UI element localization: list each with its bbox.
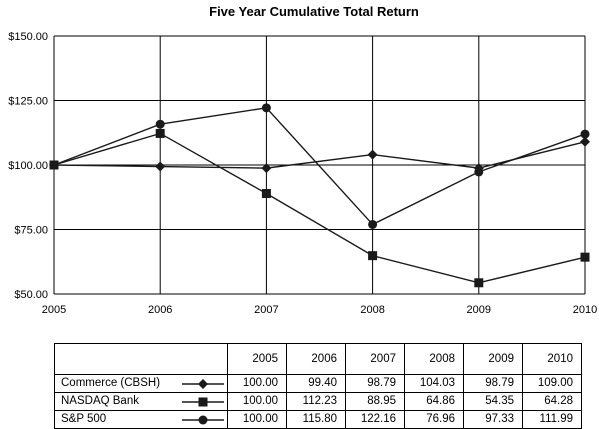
table-cell: 99.40: [286, 374, 346, 393]
table-header-year: 2005: [227, 343, 287, 375]
table-cell: 111.99: [522, 410, 582, 429]
table-cell: 100.00: [227, 392, 287, 411]
table-cell: 115.80: [286, 410, 346, 429]
legend-circle-icon: [182, 415, 224, 424]
legend-diamond-icon: [182, 378, 224, 389]
table-cell: 104.03: [404, 374, 464, 393]
data-point: [155, 161, 166, 172]
x-tick-label: 2009: [467, 304, 491, 316]
table-header-year: 2009: [463, 343, 523, 375]
legend-marker: [198, 415, 208, 424]
data-point: [261, 103, 271, 113]
y-tick-label: $75.00: [14, 225, 48, 237]
series-legend-cell: S&P 500: [54, 410, 228, 429]
y-tick-label: $50.00: [14, 289, 48, 301]
table-cell: 112.23: [286, 392, 346, 411]
table-cell: 100.00: [227, 410, 287, 429]
y-tick-label: $150.00: [8, 31, 48, 43]
table-header-row: 2005 2006 2007 2008 2009 2010: [54, 343, 582, 375]
series-legend-cell: NASDAQ Bank: [54, 392, 228, 411]
data-table: 2005 2006 2007 2008 2009 2010 Commerce (CBSH) 1…: [54, 343, 582, 429]
data-point: [155, 128, 165, 138]
data-point: [580, 252, 590, 262]
table-row: S&P 500 100.00 115.80 122.16 76.96 97.33 111.9…: [54, 410, 582, 429]
table-cell: 122.16: [345, 410, 405, 429]
table-header-year: 2007: [345, 343, 405, 375]
axis-labels: $50.00 $75.00 $100.00 $125.00 $150.00 2005 200…: [8, 31, 597, 316]
table-cell: 100.00: [227, 374, 287, 393]
table-row: Commerce (CBSH) 100.00 99.40 98.79 104.03 98.…: [54, 374, 582, 393]
data-point: [580, 129, 590, 139]
series-name: S&P 500: [61, 413, 107, 425]
series-lines: [49, 103, 590, 288]
line-chart: Five Year Cumulative Total Return $50.00…: [8, 4, 597, 316]
table-cell: 98.79: [463, 374, 523, 393]
table-header-empty: [54, 343, 228, 375]
data-point: [155, 119, 165, 129]
y-tick-label: $100.00: [8, 160, 48, 172]
table-cell: 64.28: [522, 392, 582, 411]
table-cell: 98.79: [345, 374, 405, 393]
table-header-year: 2006: [286, 343, 346, 375]
data-point: [368, 251, 378, 261]
series-line: [53, 107, 586, 226]
x-tick-label: 2006: [148, 304, 172, 316]
table-header-year: 2010: [522, 343, 582, 375]
series-legend-cell: Commerce (CBSH): [54, 374, 228, 393]
data-point: [261, 163, 272, 174]
data-point: [49, 160, 59, 170]
gridlines: [53, 35, 586, 295]
series-name: NASDAQ Bank: [61, 395, 139, 407]
data-point: [580, 136, 590, 147]
legend-marker: [198, 397, 208, 406]
data-point: [261, 189, 271, 199]
x-tick-label: 2010: [573, 304, 597, 316]
data-point: [367, 149, 378, 160]
data-point: [474, 278, 484, 288]
table-header-year: 2008: [404, 343, 464, 375]
x-tick-label: 2007: [254, 304, 278, 316]
data-point: [474, 167, 484, 177]
series-name: Commerce (CBSH): [61, 377, 161, 389]
series-line: [53, 132, 586, 284]
chart-title: Five Year Cumulative Total Return: [209, 4, 419, 19]
x-tick-label: 2005: [42, 304, 66, 316]
table-cell: 76.96: [404, 410, 464, 429]
x-tick-label: 2008: [360, 304, 384, 316]
table-row: NASDAQ Bank 100.00 112.23 88.95 64.86 54.35 64…: [54, 392, 582, 411]
table-cell: 88.95: [345, 392, 405, 411]
table-cell: 54.35: [463, 392, 523, 411]
y-tick-label: $125.00: [8, 96, 48, 108]
legend-square-icon: [182, 397, 224, 406]
legend-marker: [198, 378, 208, 389]
table-cell: 97.33: [463, 410, 523, 429]
table-cell: 109.00: [522, 374, 582, 393]
data-point: [368, 219, 378, 229]
table-cell: 64.86: [404, 392, 464, 411]
series-line: [53, 141, 586, 169]
